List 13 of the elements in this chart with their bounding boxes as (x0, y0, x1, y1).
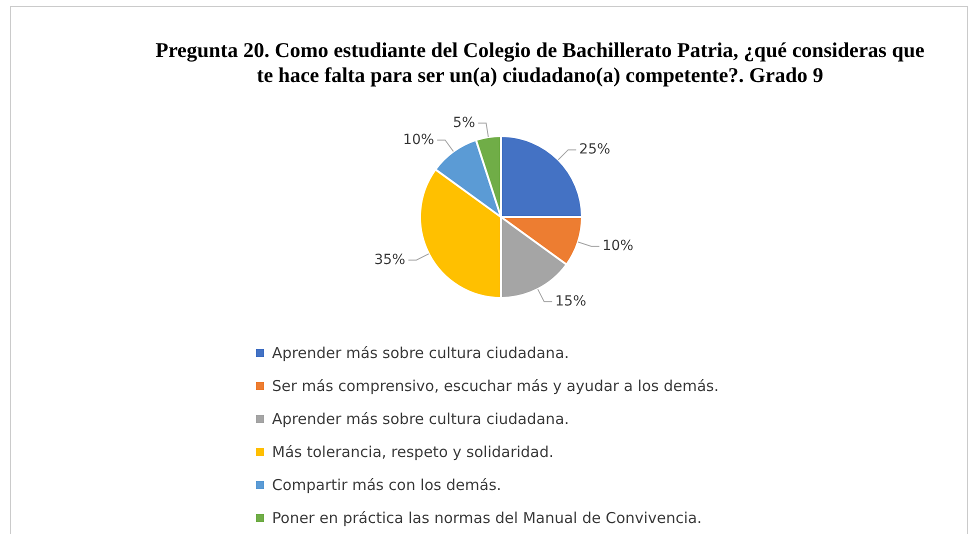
chart-title: Pregunta 20. Como estudiante del Colegio de Bachillerato Patria, ¿qué consideras que te hace falta para ser un(a) ciudadano(a) competente?. Grado 9 (154, 38, 926, 88)
legend-label: Compartir más con los demás. (272, 476, 502, 494)
data-label: 10% (403, 132, 434, 148)
legend-label: Poner en práctica las normas del Manual de Convivencia. (272, 508, 702, 526)
data-label: 35% (374, 252, 406, 268)
legend-label: Más tolerancia, respeto y solidaridad. (272, 442, 554, 460)
legend-label: Aprender más sobre cultura ciudadana. (272, 410, 570, 428)
data-label: 10% (602, 238, 634, 254)
data-label: 15% (555, 293, 586, 310)
data-label: 25% (579, 141, 610, 158)
data-label: 5% (452, 114, 476, 131)
legend-label: Ser más comprensivo, escuchar más y ayudar a los demás. (272, 376, 719, 394)
legend-label: Aprender más sobre cultura ciudadana. (272, 344, 570, 362)
